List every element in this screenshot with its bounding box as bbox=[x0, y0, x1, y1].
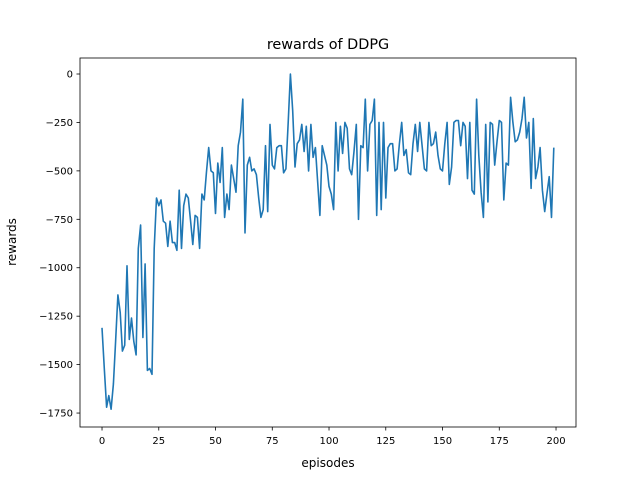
y-tick-label: −1000 bbox=[39, 263, 73, 274]
x-tick-label: 175 bbox=[490, 436, 509, 447]
x-tick-label: 0 bbox=[99, 436, 105, 447]
x-tick-label: 125 bbox=[376, 436, 395, 447]
series-line bbox=[101, 73, 555, 411]
y-tick-label: −1750 bbox=[39, 409, 73, 420]
plot-frame bbox=[79, 57, 577, 428]
x-tick-label: 25 bbox=[152, 436, 165, 447]
y-tick-label: 0 bbox=[67, 70, 73, 81]
y-axis-label: rewards bbox=[5, 218, 19, 266]
x-tick-label: 100 bbox=[319, 436, 338, 447]
x-tick-label: 150 bbox=[433, 436, 452, 447]
x-tick-label: 50 bbox=[209, 436, 222, 447]
y-tick-label: −500 bbox=[46, 166, 73, 177]
y-tick-label: −1500 bbox=[39, 360, 73, 371]
x-tick-label: 75 bbox=[266, 436, 279, 447]
y-tick-label: −1250 bbox=[39, 312, 73, 323]
x-axis-label: episodes bbox=[301, 456, 354, 470]
chart-title: rewards of DDPG bbox=[267, 37, 389, 53]
x-tick-label: 200 bbox=[546, 436, 565, 447]
y-tick-label: −750 bbox=[46, 215, 73, 226]
y-tick-label: −250 bbox=[46, 118, 73, 129]
